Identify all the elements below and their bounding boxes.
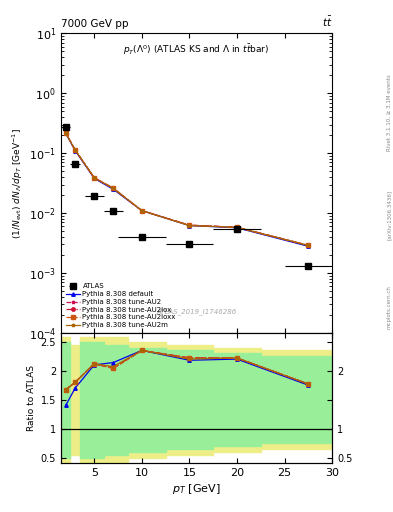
Pythia 8.308 tune-AU2lox (92, 175, 97, 181)
Pythia 8.308 tune-AU2 (187, 222, 192, 228)
Text: [arXiv:1306.3436]: [arXiv:1306.3436] (387, 190, 391, 240)
Pythia 8.308 default (306, 243, 310, 249)
Pythia 8.308 tune-AU2 (306, 242, 310, 248)
Pythia 8.308 tune-AU2lox (111, 185, 116, 191)
Pythia 8.308 tune-AU2 (111, 185, 116, 191)
Line: Pythia 8.308 tune-AU2m: Pythia 8.308 tune-AU2m (64, 131, 310, 247)
Pythia 8.308 tune-AU2lox (73, 147, 77, 153)
Pythia 8.308 tune-AU2loxx (235, 224, 239, 230)
Line: Pythia 8.308 tune-AU2loxx: Pythia 8.308 tune-AU2loxx (64, 131, 310, 247)
Y-axis label: $(1/N_\mathrm{evt})\ dN_\Lambda/dp_T\ [\mathrm{GeV}^{-1}]$: $(1/N_\mathrm{evt})\ dN_\Lambda/dp_T\ [\… (10, 128, 24, 239)
Pythia 8.308 default (111, 186, 116, 193)
Pythia 8.308 tune-AU2m (63, 130, 68, 136)
Pythia 8.308 tune-AU2 (140, 207, 144, 214)
Pythia 8.308 tune-AU2m (306, 242, 310, 248)
Text: 7000 GeV pp: 7000 GeV pp (61, 19, 129, 29)
Pythia 8.308 tune-AU2loxx (111, 185, 116, 191)
Pythia 8.308 tune-AU2m (111, 185, 116, 191)
Text: $t\bar{t}$: $t\bar{t}$ (321, 15, 332, 29)
Pythia 8.308 tune-AU2loxx (92, 175, 97, 181)
Text: mcplots.cern.ch: mcplots.cern.ch (387, 285, 391, 329)
Pythia 8.308 default (235, 225, 239, 231)
Line: Pythia 8.308 tune-AU2: Pythia 8.308 tune-AU2 (64, 131, 310, 247)
Pythia 8.308 tune-AU2 (73, 147, 77, 153)
Pythia 8.308 tune-AU2 (235, 224, 239, 230)
Text: Rivet 3.1.10, ≥ 3.1M events: Rivet 3.1.10, ≥ 3.1M events (387, 74, 391, 151)
Pythia 8.308 default (63, 130, 68, 136)
Pythia 8.308 tune-AU2loxx (73, 147, 77, 153)
Pythia 8.308 tune-AU2 (63, 130, 68, 136)
Text: ATLAS_2019_I1746286: ATLAS_2019_I1746286 (156, 308, 237, 315)
Pythia 8.308 default (140, 207, 144, 214)
Pythia 8.308 tune-AU2lox (140, 207, 144, 214)
Pythia 8.308 tune-AU2m (92, 175, 97, 181)
Pythia 8.308 tune-AU2m (73, 147, 77, 153)
Pythia 8.308 tune-AU2lox (187, 222, 192, 228)
Pythia 8.308 tune-AU2lox (63, 130, 68, 136)
Pythia 8.308 default (73, 147, 77, 154)
Pythia 8.308 tune-AU2loxx (187, 222, 192, 228)
Line: Pythia 8.308 tune-AU2lox: Pythia 8.308 tune-AU2lox (64, 131, 310, 247)
Pythia 8.308 tune-AU2loxx (306, 242, 310, 248)
Pythia 8.308 tune-AU2m (187, 223, 192, 229)
Pythia 8.308 tune-AU2lox (235, 224, 239, 230)
Pythia 8.308 default (92, 175, 97, 181)
Pythia 8.308 tune-AU2loxx (140, 207, 144, 214)
Text: $p_T(\Lambda^0)$ (ATLAS KS and $\Lambda$ in $t\bar{t}$bar): $p_T(\Lambda^0)$ (ATLAS KS and $\Lambda$… (123, 42, 270, 57)
Pythia 8.308 tune-AU2loxx (63, 130, 68, 136)
Y-axis label: Ratio to ATLAS: Ratio to ATLAS (28, 365, 37, 431)
Pythia 8.308 tune-AU2m (140, 207, 144, 214)
Pythia 8.308 tune-AU2m (235, 224, 239, 230)
Line: Pythia 8.308 default: Pythia 8.308 default (64, 132, 310, 248)
Pythia 8.308 default (187, 223, 192, 229)
Pythia 8.308 tune-AU2 (92, 175, 97, 181)
Pythia 8.308 tune-AU2lox (306, 242, 310, 248)
Legend: ATLAS, Pythia 8.308 default, Pythia 8.308 tune-AU2, Pythia 8.308 tune-AU2lox, Py: ATLAS, Pythia 8.308 default, Pythia 8.30… (64, 282, 177, 330)
X-axis label: $p_T$ [GeV]: $p_T$ [GeV] (172, 482, 221, 497)
